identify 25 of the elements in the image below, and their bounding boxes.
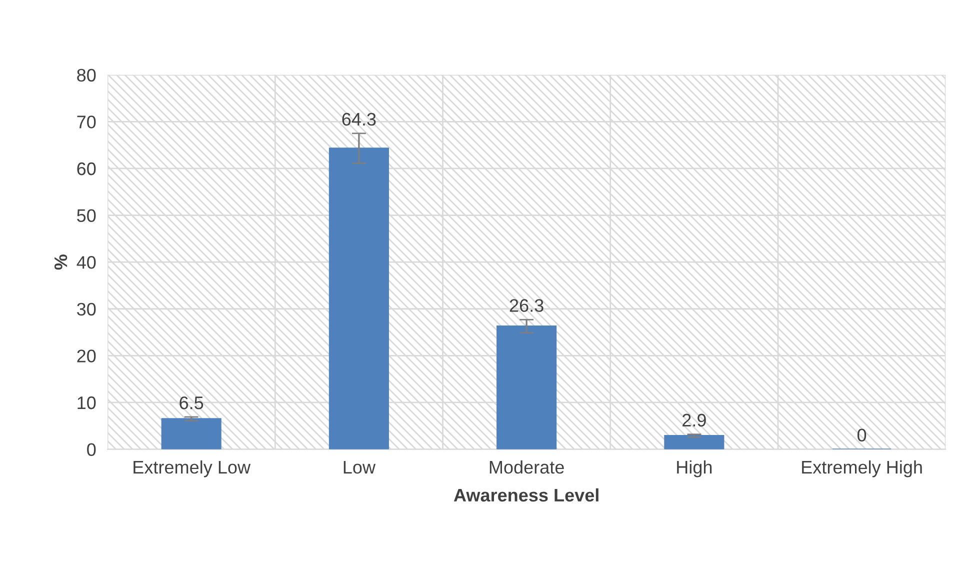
y-tick-label: 80 — [77, 68, 96, 82]
y-tick-label: 20 — [77, 350, 96, 362]
y-axis-title: % — [54, 254, 68, 270]
x-tick-label: Moderate — [490, 460, 564, 474]
y-tick-label: 50 — [77, 209, 96, 222]
y-tick-label: 30 — [77, 302, 96, 316]
data-label: 26.3 — [510, 299, 544, 312]
x-tick-label: Extremely High — [802, 460, 922, 478]
bar — [328, 148, 389, 450]
x-tick-label: Extremely Low — [134, 460, 251, 478]
data-label: 6.5 — [180, 396, 204, 410]
data-label: 64.3 — [342, 112, 376, 126]
y-tick-label: 60 — [77, 162, 96, 176]
bar — [161, 418, 222, 450]
bar — [664, 435, 724, 450]
y-tick-label: 0 — [87, 443, 96, 456]
x-tick-label: High — [677, 460, 712, 478]
x-tick-label: Low — [344, 461, 376, 474]
x-axis-title: Awareness Level — [454, 488, 598, 502]
bar — [496, 326, 557, 450]
y-tick-label: 40 — [76, 256, 96, 269]
data-label: 0 — [857, 428, 866, 442]
data-label: 2.9 — [682, 414, 706, 427]
y-tick-label: 70 — [77, 116, 96, 128]
y-tick-label: 10 — [78, 396, 96, 410]
